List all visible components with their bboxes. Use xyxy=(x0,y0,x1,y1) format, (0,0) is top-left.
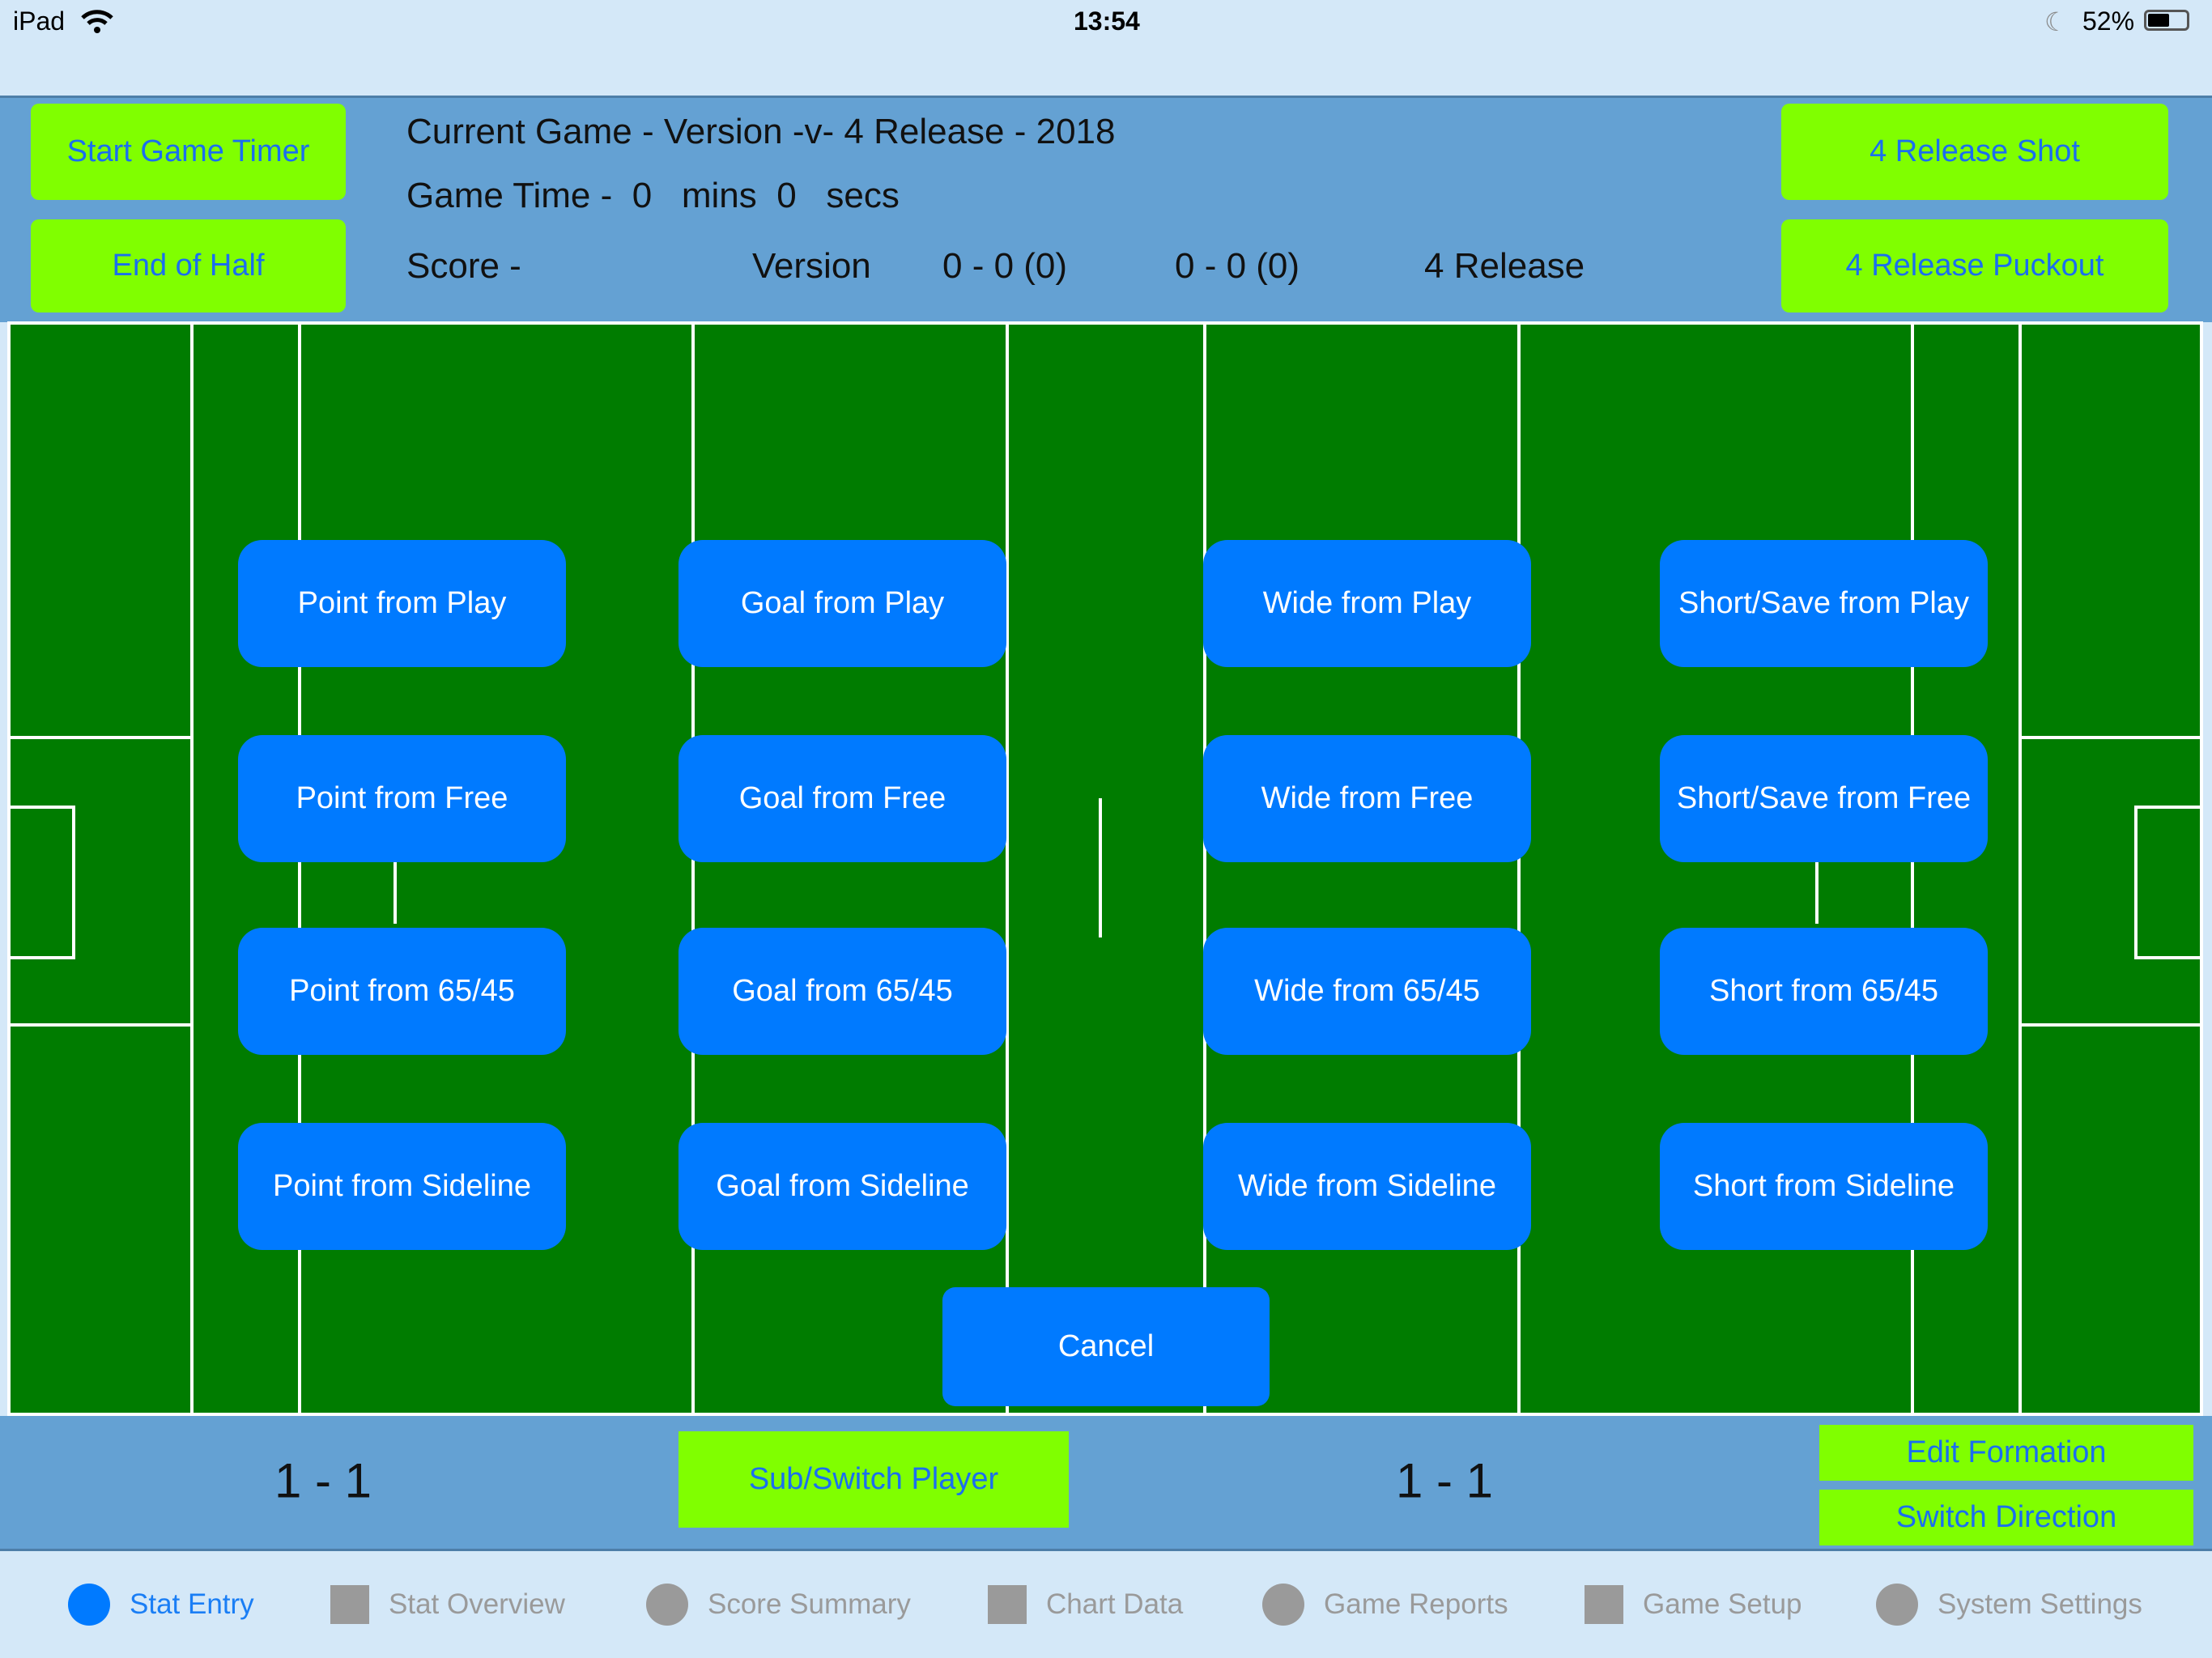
tab-stat-overview[interactable]: Stat Overview xyxy=(330,1551,565,1658)
release-shot-button[interactable]: 4 Release Shot xyxy=(1781,104,2168,200)
pitch[interactable] xyxy=(7,321,2203,1416)
tab-score-summary[interactable]: Score Summary xyxy=(646,1551,911,1658)
shot-option-button[interactable]: Point from 65/45 xyxy=(238,928,566,1055)
left-small-box xyxy=(11,806,75,959)
tab-label: System Settings xyxy=(1938,1588,2142,1620)
battery-percent: 52% xyxy=(2082,6,2135,36)
shot-option-button[interactable]: Wide from Sideline xyxy=(1203,1123,1531,1250)
pitch-line xyxy=(1006,325,1009,1413)
shot-option-button[interactable]: Short from Sideline xyxy=(1660,1123,1988,1250)
shot-option-button[interactable]: Short from 65/45 xyxy=(1660,928,1988,1055)
cancel-button[interactable]: Cancel xyxy=(942,1287,1270,1406)
tab-label: Game Setup xyxy=(1643,1588,1802,1620)
team-b-score: 0 - 0 (0) xyxy=(1175,246,1300,286)
left-large-box xyxy=(11,736,190,1027)
pitch-line xyxy=(1203,325,1206,1413)
pitch-mark xyxy=(1815,862,1819,924)
tab-label: Game Reports xyxy=(1324,1588,1508,1620)
pitch-line xyxy=(1517,325,1521,1413)
score-label: Score - xyxy=(406,246,521,286)
team-a-name: Version xyxy=(752,246,871,286)
tab-label: Chart Data xyxy=(1046,1588,1184,1620)
pitch-line xyxy=(2018,325,2022,1413)
game-title: Current Game - Version -v- 4 Release - 2… xyxy=(406,112,1116,151)
game-time: Game Time - 0 mins 0 secs xyxy=(406,176,900,215)
start-game-timer-button[interactable]: Start Game Timer xyxy=(31,104,346,200)
tab-game-setup[interactable]: Game Setup xyxy=(1585,1551,1802,1658)
shot-option-button[interactable]: Goal from 65/45 xyxy=(678,928,1006,1055)
shot-option-button[interactable]: Point from Free xyxy=(238,735,566,862)
circle-icon xyxy=(1262,1584,1304,1626)
square-icon xyxy=(330,1585,369,1624)
shot-option-button[interactable]: Point from Sideline xyxy=(238,1123,566,1250)
shot-option-button[interactable]: Goal from Sideline xyxy=(678,1123,1006,1250)
square-icon xyxy=(988,1585,1027,1624)
tab-bar: Stat Entry Stat Overview Score Summary Char… xyxy=(0,1551,2212,1658)
pitch-line xyxy=(298,325,301,1413)
switch-direction-button[interactable]: Switch Direction xyxy=(1819,1490,2193,1545)
tab-label: Stat Entry xyxy=(130,1588,254,1620)
tab-system-settings[interactable]: System Settings xyxy=(1876,1551,2142,1658)
center-line xyxy=(1099,798,1102,937)
sub-switch-player-button[interactable]: Sub/Switch Player xyxy=(678,1431,1069,1528)
shot-option-button[interactable]: Point from Play xyxy=(238,540,566,667)
shot-option-button[interactable]: Short/Save from Free xyxy=(1660,735,1988,862)
right-large-box xyxy=(2022,736,2200,1027)
tab-label: Score Summary xyxy=(708,1588,911,1620)
moon-icon: ☾ xyxy=(2044,7,2068,36)
team-b-name: 4 Release xyxy=(1424,246,1585,286)
battery-icon xyxy=(2144,10,2189,31)
pitch-line xyxy=(1911,325,1914,1413)
shot-option-button[interactable]: Wide from Free xyxy=(1203,735,1531,862)
pitch-line xyxy=(190,325,194,1413)
shot-option-button[interactable]: Wide from 65/45 xyxy=(1203,928,1531,1055)
square-icon xyxy=(1585,1585,1623,1624)
device-name: iPad xyxy=(13,6,66,36)
right-small-box xyxy=(2134,806,2200,959)
circle-icon xyxy=(68,1584,110,1626)
shot-option-button[interactable]: Goal from Play xyxy=(678,540,1006,667)
team-a-score: 0 - 0 (0) xyxy=(942,246,1068,286)
wifi-icon xyxy=(81,8,113,40)
release-puckout-button[interactable]: 4 Release Puckout xyxy=(1781,219,2168,312)
end-of-half-button[interactable]: End of Half xyxy=(31,219,346,312)
pitch-mark xyxy=(393,862,397,924)
game-header: Start Game Timer End of Half Current Gam… xyxy=(0,96,2212,322)
left-player-count: 1 - 1 xyxy=(274,1453,372,1508)
circle-icon xyxy=(646,1584,688,1626)
shot-option-button[interactable]: Short/Save from Play xyxy=(1660,540,1988,667)
shot-option-button[interactable]: Wide from Play xyxy=(1203,540,1531,667)
bottom-bar: 1 - 1 Sub/Switch Player 1 - 1 Edit Forma… xyxy=(0,1416,2212,1551)
shot-option-button[interactable]: Goal from Free xyxy=(678,735,1006,862)
tab-stat-entry[interactable]: Stat Entry xyxy=(68,1551,254,1658)
tab-label: Stat Overview xyxy=(389,1588,565,1620)
status-bar: iPad 13:54 ☾ 52% xyxy=(0,0,2212,96)
edit-formation-button[interactable]: Edit Formation xyxy=(1819,1425,2193,1481)
tab-chart-data[interactable]: Chart Data xyxy=(988,1551,1183,1658)
tab-game-reports[interactable]: Game Reports xyxy=(1262,1551,1508,1658)
pitch-line xyxy=(691,325,695,1413)
right-player-count: 1 - 1 xyxy=(1395,1453,1494,1508)
circle-icon xyxy=(1876,1584,1918,1626)
clock: 13:54 xyxy=(1074,6,1140,36)
